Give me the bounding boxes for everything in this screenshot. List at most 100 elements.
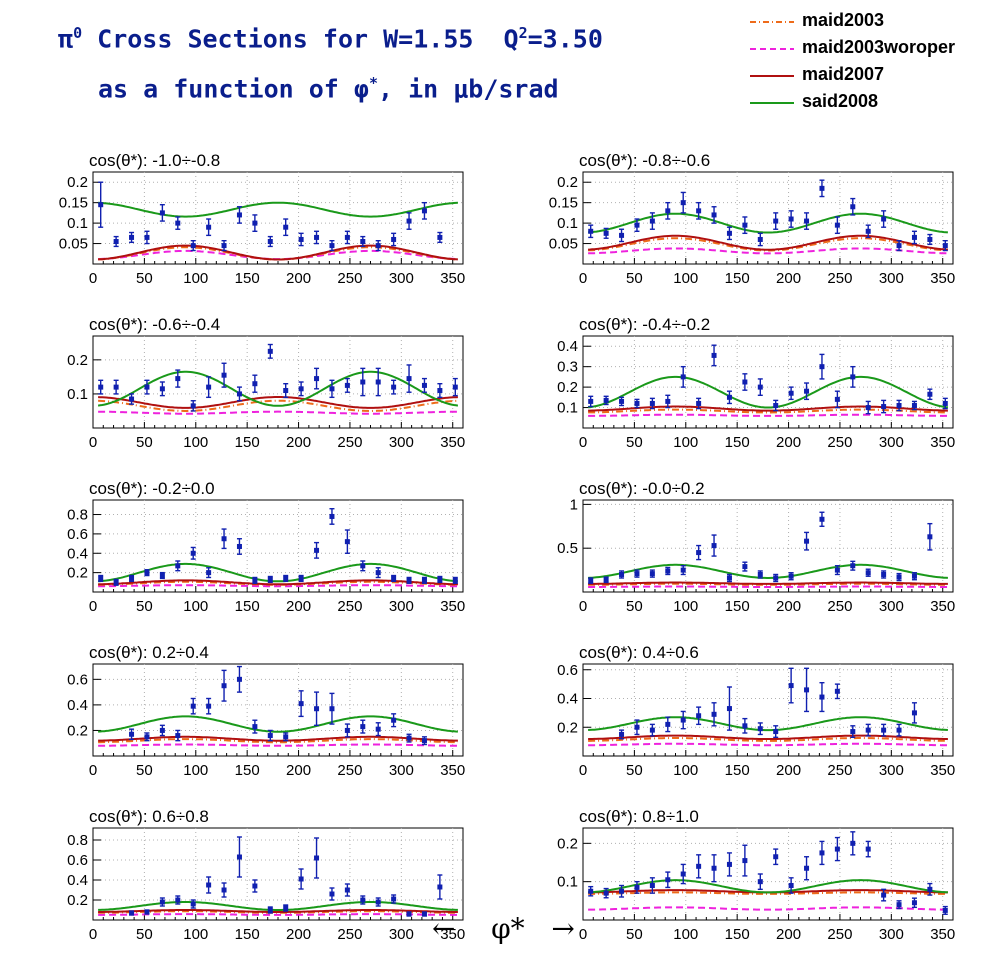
data-marker	[421, 911, 427, 917]
data-marker	[603, 890, 609, 896]
data-marker	[175, 220, 181, 226]
data-point	[711, 344, 717, 367]
data-marker	[129, 575, 135, 581]
x-tick-label: 350	[930, 434, 955, 451]
y-tick-label: 0.6	[557, 662, 578, 679]
subplot-9: 0 50 100 150 200 250 300 350 0.2 0.4 0.6 0.8cos(θ*)…	[67, 807, 465, 943]
data-point	[129, 728, 135, 741]
data-point	[129, 574, 135, 583]
subplot-title: cos(θ*): 0.2÷0.4	[89, 643, 209, 662]
data-point	[788, 877, 794, 894]
data-marker	[329, 243, 335, 249]
data-marker	[190, 403, 196, 409]
data-point	[206, 876, 212, 894]
curve-maid2003woroper	[588, 247, 948, 255]
y-tick-label: 0.6	[67, 852, 88, 869]
data-point	[314, 541, 320, 559]
data-marker	[129, 396, 135, 402]
x-tick-label: 150	[235, 270, 260, 287]
data-point	[696, 854, 702, 879]
x-tick-label: 250	[337, 926, 362, 943]
data-marker	[421, 577, 427, 583]
data-point	[344, 377, 350, 393]
data-marker	[329, 386, 335, 392]
x-tick-label: 200	[776, 926, 801, 943]
data-marker	[850, 374, 856, 380]
y-tick-label: 0.2	[67, 565, 88, 582]
data-point	[911, 400, 917, 411]
subplot-title: cos(θ*): -1.0÷-0.8	[89, 151, 220, 170]
curve-maid2003woroper	[588, 413, 948, 417]
y-tick-label: 0.4	[67, 545, 88, 562]
x-tick-label: 50	[626, 926, 643, 943]
data-point	[603, 887, 609, 899]
data-point	[619, 884, 625, 898]
x-tick-label: 100	[673, 598, 698, 615]
curve-maid2003woroper	[588, 585, 948, 588]
x-tick-label: 150	[725, 270, 750, 287]
curve-maid2007	[588, 234, 948, 251]
y-tick-label: 0.05	[549, 236, 578, 253]
data-marker	[804, 388, 810, 394]
x-tick-label: 250	[337, 598, 362, 615]
data-point	[603, 227, 609, 239]
x-tick-label: 250	[827, 926, 852, 943]
y-tick-label: 0.6	[67, 526, 88, 543]
data-marker	[603, 230, 609, 236]
legend-label-maid2003: maid2003	[802, 10, 885, 30]
data-point	[865, 400, 871, 415]
data-marker	[206, 882, 212, 888]
data-point	[634, 398, 640, 409]
data-point	[588, 885, 594, 897]
data-point	[175, 216, 181, 230]
data-marker	[696, 400, 702, 406]
x-tick-label: 300	[389, 270, 414, 287]
data-point	[329, 508, 335, 525]
data-point	[726, 390, 732, 405]
data-point	[298, 868, 304, 890]
curve-maid2003woroper	[588, 906, 948, 911]
data-marker	[344, 234, 350, 240]
data-marker	[252, 577, 258, 583]
y-tick-label: 0.2	[67, 892, 88, 909]
data-point	[175, 560, 181, 572]
x-tick-label: 300	[879, 434, 904, 451]
data-marker	[619, 571, 625, 577]
data-marker	[375, 570, 381, 576]
data-marker	[680, 717, 686, 723]
data-marker	[927, 391, 933, 397]
data-point	[314, 837, 320, 879]
data-point	[360, 367, 366, 397]
data-point	[665, 871, 671, 889]
data-point	[680, 710, 686, 730]
data-point	[588, 395, 594, 408]
data-point	[144, 230, 150, 245]
data-marker	[927, 886, 933, 892]
y-tick-label: 0.4	[67, 872, 88, 889]
data-point	[634, 569, 640, 578]
data-point	[221, 882, 227, 898]
data-marker	[742, 564, 748, 570]
y-tick-label: 0.4	[557, 338, 578, 355]
data-point	[206, 697, 212, 715]
x-tick-label: 100	[183, 434, 208, 451]
data-marker	[344, 727, 350, 733]
data-marker	[375, 899, 381, 905]
data-marker	[649, 218, 655, 224]
data-marker	[221, 243, 227, 249]
subplot-title: cos(θ*): 0.8÷1.0	[579, 807, 699, 826]
data-marker	[865, 846, 871, 852]
title-q2-value: =3.50	[527, 24, 603, 54]
curve-maid2003woroper	[98, 913, 458, 916]
data-point	[344, 883, 350, 897]
curve-maid2007	[98, 735, 458, 742]
data-marker	[159, 899, 165, 905]
data-point	[927, 388, 933, 401]
model-curves	[588, 375, 948, 417]
data-marker	[267, 576, 273, 582]
subplot-5: 0 50 100 150 200 250 300 350 0.2 0.4 0.6 0.8cos(θ*)…	[67, 479, 465, 615]
data-point	[696, 397, 702, 410]
legend-entry-maid2003woroper: maid2003woroper	[748, 37, 988, 61]
title-line2-end: , in μb/srad	[377, 74, 559, 104]
data-marker	[865, 228, 871, 234]
